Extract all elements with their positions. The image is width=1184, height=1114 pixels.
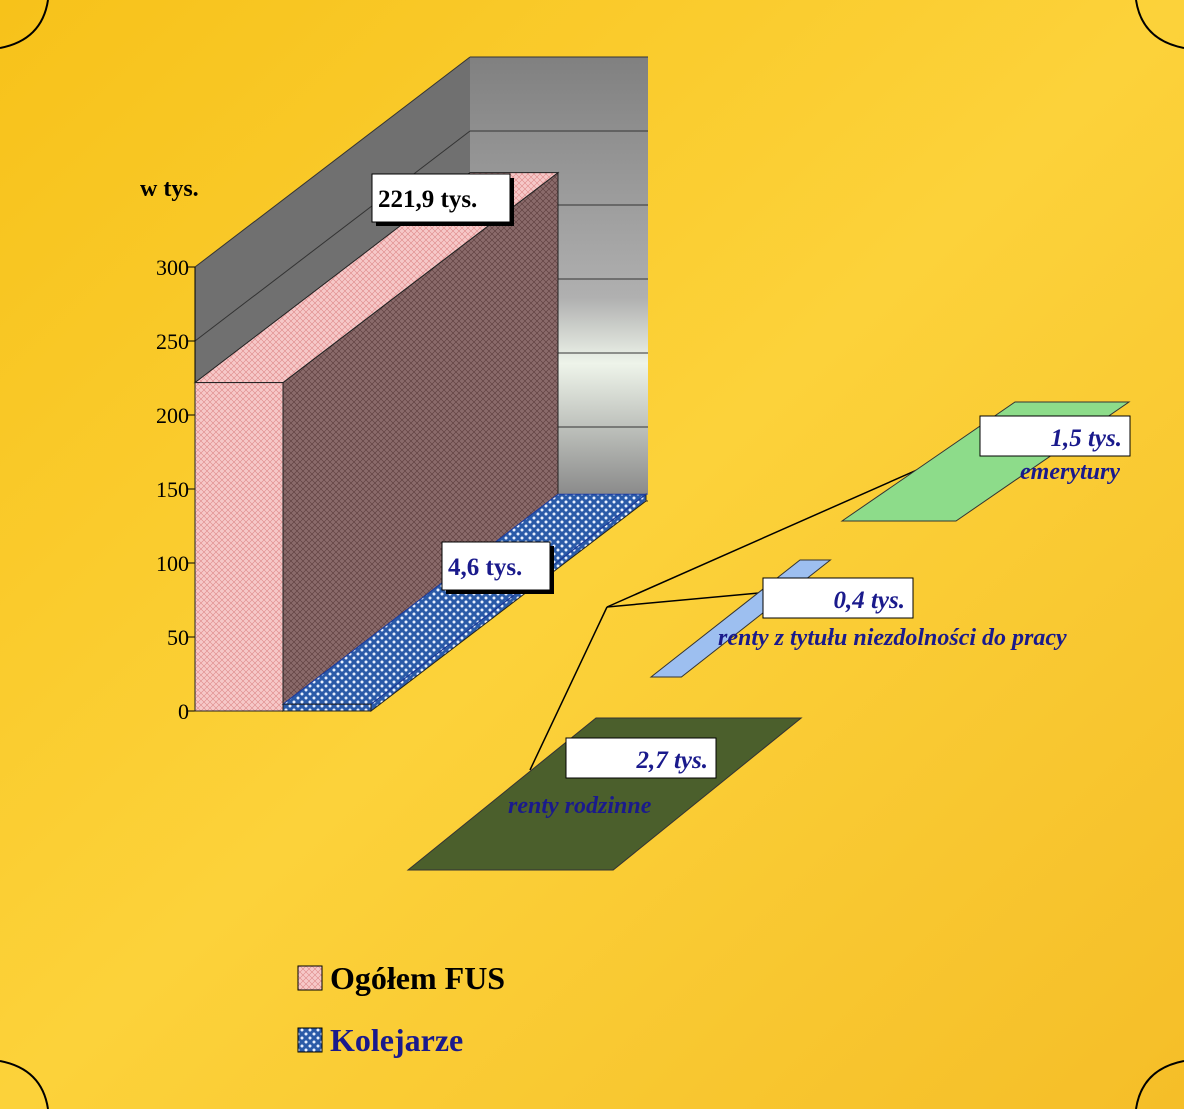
category-label: emerytury [1020,459,1120,485]
category-label-box: renty rodzinne [508,793,652,819]
legend-label: Kolejarze [330,1022,463,1058]
label-box [565,737,717,779]
grid-line [194,56,471,268]
label-box [371,173,511,223]
value-label: 0,4 tys. [833,587,905,614]
category-label-box: emerytury [1020,459,1120,485]
category-label-box: renty z tytułu niezdolności do pracy [718,625,1067,651]
y-tick-label: 100 [156,551,189,576]
y-tick-label: 200 [156,403,189,428]
y-axis-label: w tys. [140,176,199,202]
y-tick-label: 250 [156,329,189,354]
legend-swatch [297,1027,323,1053]
y-tick-label: 300 [156,255,189,280]
leader-line [606,591,771,608]
y-tick-label: 50 [167,625,189,650]
bar-front [194,382,284,712]
legend-swatch [297,965,323,991]
value-label: 221,9 tys. [378,186,477,213]
label-box [441,541,551,591]
value-label: 1,5 tys. [1050,425,1122,452]
label-box [979,415,1131,457]
leader-line [529,606,608,771]
value-label: 2,7 tys. [635,747,708,774]
y-tick-label: 150 [156,477,189,502]
legend-label: Ogółem FUS [330,960,505,996]
bar-front [282,703,372,712]
label-box [762,577,914,619]
grid-line [194,130,471,342]
y-tick-label: 0 [178,699,189,724]
category-label: renty z tytułu niezdolności do pracy [718,625,1067,651]
category-label: renty rodzinne [508,793,652,819]
leader-line [606,461,936,608]
value-label: 4,6 tys. [448,554,522,581]
